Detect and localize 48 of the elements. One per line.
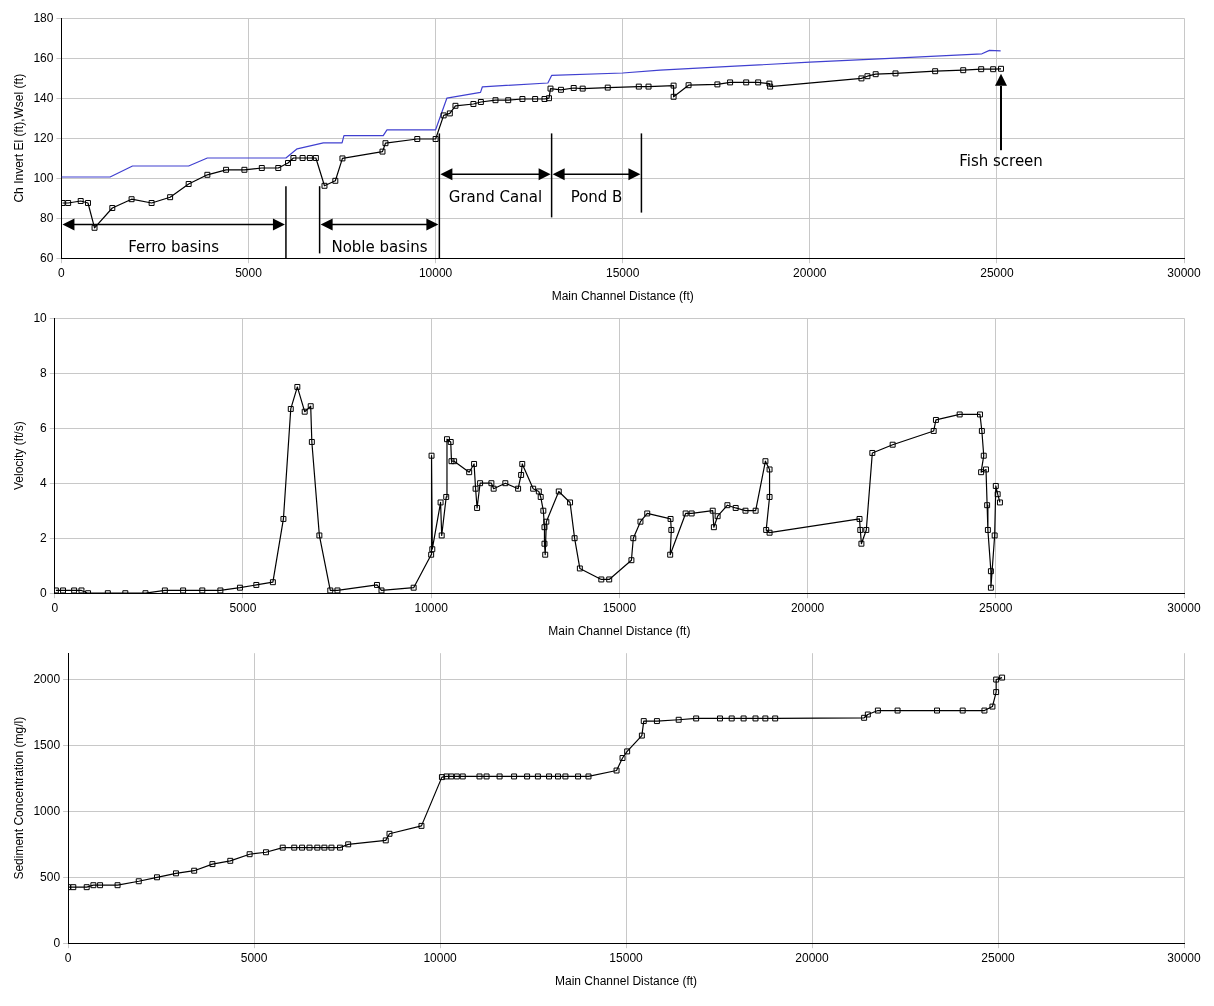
x-tick-label: 10000 <box>423 950 458 965</box>
y-tick-label: 120 <box>33 130 54 145</box>
y-tick-label: 6 <box>40 420 48 435</box>
x-tick-label: 15000 <box>606 265 640 280</box>
y-tick-label: 8 <box>40 365 48 380</box>
annotation: Grand Canal <box>448 188 543 207</box>
x-tick-label: 20000 <box>790 600 825 615</box>
y-tick-label: 2 <box>40 530 48 545</box>
x-tick-label: 10000 <box>418 265 453 280</box>
annotation: Pond B <box>570 188 623 207</box>
x-tick-label: 20000 <box>793 265 827 280</box>
y-tick-label: 0 <box>53 935 61 950</box>
y-tick-label: 180 <box>33 10 54 25</box>
x-tick-label: 30000 <box>1167 265 1202 280</box>
y-tick-label: 1500 <box>33 737 61 752</box>
y-tick-label: 2000 <box>33 671 61 686</box>
x-tick-label: 15000 <box>602 600 637 615</box>
y-tick-label: 140 <box>33 90 54 105</box>
y-tick-label: 500 <box>40 869 61 884</box>
annotation: Noble basins <box>331 238 428 257</box>
x-tick-label: 5000 <box>235 265 263 280</box>
y-axis-title: Sediment Concentration (mg/l) <box>11 716 26 880</box>
y-tick-label: 60 <box>40 250 54 265</box>
y-tick-label: 80 <box>40 210 54 225</box>
y-tick-label: 10 <box>33 310 48 325</box>
annotation: Ferro basins <box>128 238 220 257</box>
y-tick-label: 0 <box>40 585 48 600</box>
x-axis-title: Main Channel Distance (ft) <box>551 289 694 304</box>
y-tick-label: 160 <box>33 50 54 65</box>
x-tick-label: 25000 <box>980 265 1014 280</box>
x-axis-title: Main Channel Distance (ft) <box>548 624 691 639</box>
x-tick-label: 5000 <box>240 950 268 965</box>
x-tick-label: 10000 <box>414 600 449 615</box>
y-axis-title: Ch Invert El (ft),Wsel (ft) <box>11 73 26 203</box>
x-tick-label: 25000 <box>979 600 1013 615</box>
x-tick-label: 15000 <box>609 950 644 965</box>
y-tick-label: 4 <box>40 475 48 490</box>
x-tick-label: 30000 <box>1167 600 1202 615</box>
x-tick-label: 25000 <box>981 950 1016 965</box>
y-axis-title: Velocity (ft/s) <box>11 421 26 491</box>
x-tick-label: 5000 <box>229 600 257 615</box>
x-axis-title: Main Channel Distance (ft) <box>555 974 698 989</box>
y-tick-label: 1000 <box>33 803 61 818</box>
x-tick-label: 30000 <box>1167 950 1202 965</box>
x-tick-label: 0 <box>64 950 72 965</box>
x-tick-label: 20000 <box>795 950 830 965</box>
y-tick-label: 100 <box>33 170 54 185</box>
annotation: Fish screen <box>959 152 1043 171</box>
